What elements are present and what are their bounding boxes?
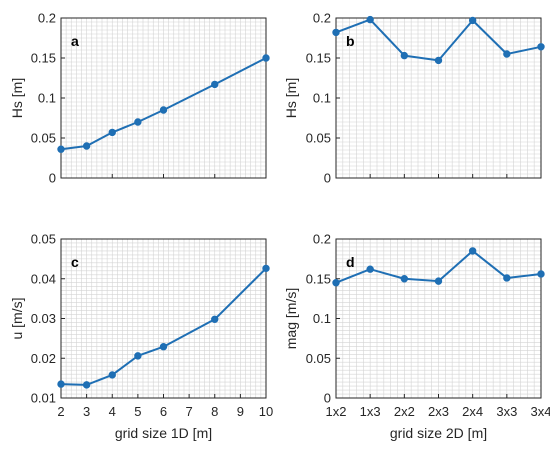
panel-label: d [346, 254, 355, 270]
data-point [211, 80, 219, 89]
data-point [400, 275, 409, 283]
y-tick-label: 0.2 [38, 11, 56, 26]
data-point [108, 371, 116, 379]
data-point [82, 381, 91, 389]
x-tick-label: 2x4 [462, 404, 483, 419]
data-point [57, 380, 65, 388]
data-point [57, 145, 65, 153]
data-point [400, 51, 409, 60]
x-tick-label: 5 [134, 404, 141, 419]
x-tick-label: 10 [259, 404, 273, 419]
x-tick-label: 6 [160, 404, 167, 419]
data-point [82, 142, 91, 150]
x-tick-label: 2 [57, 404, 64, 419]
y-tick-label: 0.04 [31, 271, 56, 286]
x-tick-label: 1x2 [326, 404, 347, 419]
y-tick-label: 0.1 [313, 311, 331, 326]
data-point [434, 56, 443, 65]
y-tick-label: 0.1 [313, 91, 331, 106]
x-tick-label: 2x3 [428, 404, 449, 419]
y-tick-label: 0 [324, 171, 331, 186]
data-point [211, 315, 219, 323]
y-tick-label: 0.05 [306, 131, 331, 146]
x-axis-label: grid size 1D [m] [115, 425, 212, 441]
data-point [503, 50, 511, 58]
data-point [537, 43, 545, 51]
data-point [366, 265, 374, 273]
x-axis-label: grid size 2D [m] [390, 425, 487, 441]
y-tick-label: 0.2 [313, 232, 331, 247]
data-point [159, 106, 168, 114]
grid [60, 17, 267, 179]
data-point [434, 277, 443, 285]
panel-label: c [71, 254, 79, 270]
data-point [108, 128, 116, 137]
y-tick-label: 0.15 [31, 51, 56, 66]
y-tick-label: 0 [324, 391, 331, 406]
y-tick-label: 0.15 [306, 271, 331, 286]
y-tick-label: 0 [49, 171, 56, 186]
data-point [366, 15, 374, 24]
x-tick-label: 2x2 [394, 404, 415, 419]
x-tick-label: 9 [237, 404, 244, 419]
grid [335, 238, 542, 399]
data-point [159, 343, 168, 351]
y-tick-label: 0.05 [306, 351, 331, 366]
data-point [262, 54, 270, 62]
panel-label: b [346, 33, 355, 49]
data-point [134, 352, 142, 360]
data-point [134, 118, 142, 126]
data-point [332, 28, 340, 37]
y-tick-label: 0.01 [31, 391, 56, 406]
y-tick-label: 0.02 [31, 351, 56, 366]
x-tick-label: 3 [83, 404, 90, 419]
panel-a: 0 0.05 0.1 0.15 0.2 Hs [m] a [9, 11, 270, 186]
x-tick-label: 3x3 [496, 404, 517, 419]
panel-b: 0 0.05 0.1 0.15 0.2 Hs [m] b [283, 11, 545, 186]
y-tick-label: 0.1 [38, 91, 56, 106]
y-axis-label: Hs [m] [283, 78, 299, 118]
y-tick-label: 0.15 [306, 51, 331, 66]
x-tick-label: 3x4 [531, 404, 550, 419]
y-tick-label: 0.03 [31, 311, 56, 326]
y-axis-label: u [m/s] [9, 297, 25, 339]
grid [60, 238, 267, 399]
panel-label: a [71, 33, 79, 49]
y-axis-label: Hs [m] [9, 78, 25, 118]
panel-d: 0 0.05 0.1 0.15 0.2 1x2 1x3 2x2 2x3 2x4 3x3 3x4 mag … [283, 232, 550, 442]
grid [335, 17, 542, 179]
x-tick-label: 7 [186, 404, 193, 419]
y-tick-label: 0.2 [313, 11, 331, 26]
y-tick-label: 0.05 [31, 131, 56, 146]
data-point [468, 16, 477, 25]
data-point [537, 270, 545, 278]
x-tick-label: 1x3 [360, 404, 381, 419]
data-point [262, 264, 270, 273]
x-tick-label: 8 [211, 404, 218, 419]
panel-c: 0.01 0.02 0.03 0.04 0.05 2 3 4 5 6 7 8 9 10 u [m/s] gri… [9, 232, 273, 442]
y-axis-label: mag [m/s] [283, 288, 299, 349]
data-point [503, 274, 511, 282]
y-tick-label: 0.05 [31, 232, 56, 247]
x-tick-label: 4 [109, 404, 116, 419]
data-point [332, 279, 340, 287]
data-point [468, 247, 477, 255]
